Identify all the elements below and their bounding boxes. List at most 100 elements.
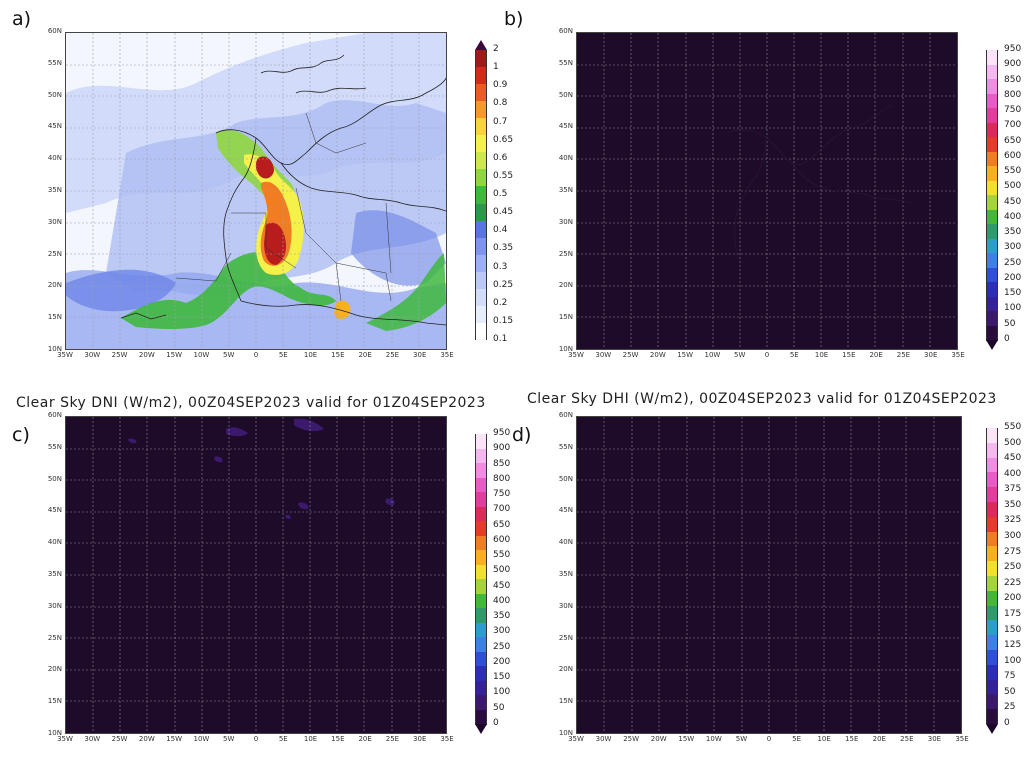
grid-lines [577,417,961,733]
colorbar-swatch [986,516,998,533]
colorbar-label: 0.8 [493,98,508,109]
yellow-sahel-spot [334,300,351,319]
colorbar-label: 950 [1004,44,1022,54]
colorbar-label: 500 [1004,437,1022,448]
lon-tick-label: 15E [842,351,856,359]
colorbar-label: 500 [1004,181,1022,192]
lon-tick-label: 25E [900,735,914,743]
lon-tick-label: 20W [138,351,155,359]
colorbar-swatch [986,561,998,577]
colorbar-swatch [475,608,487,623]
colorbar-swatch [475,434,487,449]
colorbar-swatch [986,502,998,518]
colorbar-swatch [986,79,998,94]
colorbar-label: 850 [493,458,511,469]
colorbar-swatch [986,93,998,109]
lat-tick-label: 30N [47,217,62,226]
lat-tick-label: 45N [558,122,573,131]
colorbar-label: 550 [1004,166,1022,177]
lon-tick-label: 15E [331,351,345,359]
colorbar-label: 250 [1004,257,1022,268]
lat-tick-label: 20N [47,281,62,290]
lon-tick-label: 30W [595,351,612,359]
lat-tick-label: 45N [47,122,62,131]
colorbar-swatch [986,576,998,592]
panel-c-title: Clear Sky DNI (W/m2), 00Z04SEP2023 valid… [16,395,486,411]
colorbar-label: 600 [1004,150,1022,161]
panel-d-map-svg [577,417,961,733]
colorbar-swatch [475,288,487,307]
panel-d-title: Clear Sky DHI (W/m2), 00Z04SEP2023 valid… [527,391,997,407]
lat-tick-label: 60N [47,411,62,419]
lon-tick-label: 30E [413,351,427,359]
colorbar-label: 75 [1004,671,1016,682]
colorbar-label: 50 [1004,686,1016,697]
lat-tick-label: 55N [47,58,62,67]
colorbar-label: 450 [493,580,511,591]
colorbar-label: 650 [493,519,511,530]
colorbar-swatch [475,477,487,493]
lat-tick-label: 35N [47,570,62,578]
colorbar-label: 0.15 [493,315,514,326]
colorbar-swatch [475,463,487,478]
colorbar-label: 400 [1004,211,1022,222]
colorbar-swatch [475,564,487,580]
lat-tick-label: 10N [558,345,573,353]
lon-tick-label: 35W [57,735,73,743]
colorbar-swatch [986,64,998,80]
panel-b-letter: b) [504,8,524,30]
lat-tick-label: 35N [47,186,62,194]
colorbar-swatch [986,694,998,710]
colorbar-label: 0 [493,718,499,728]
lon-tick-label: 15W [166,735,183,743]
colorbar-swatch [475,521,487,536]
colorbar-label: 0 [1004,334,1010,344]
colorbar-label: 200 [493,656,511,667]
colorbar-label: 200 [1004,593,1022,604]
colorbar-swatch [475,84,487,102]
colorbar-label: 150 [1004,288,1022,299]
lon-tick-label: 25W [111,351,128,359]
lat-tick-label: 10N [47,345,62,353]
colorbar-swatch [986,590,998,607]
lat-tick-label: 60N [558,411,573,419]
lon-tick-label: 30W [84,351,101,359]
lat-tick-label: 30N [47,601,62,610]
colorbar-label: 325 [1004,515,1022,526]
lat-tick-label: 50N [558,90,573,99]
colorbar-bottom-arrow [986,724,998,734]
colorbar-swatch [475,651,487,667]
colorbar-swatch [475,550,487,565]
lon-tick-label: 20W [650,735,667,743]
lon-tick-label: 15E [331,735,345,743]
lon-tick-label: 35E [440,351,454,359]
lat-tick-label: 15N [47,697,62,706]
colorbar-swatch [475,237,487,256]
colorbar-label: 25 [1004,702,1016,713]
lon-tick-label: 15W [166,351,183,359]
colorbar-label: 550 [493,550,511,561]
colorbar-swatch [986,296,998,312]
lon-tick-label: 10E [817,735,831,743]
panel-c-map [65,416,447,734]
colorbar-label: 750 [493,489,511,500]
colorbar-swatch [475,67,487,85]
country-borders [175,112,392,302]
grid-lines [66,33,446,349]
lat-tick-label: 40N [558,154,573,163]
lat-tick-label: 55N [47,442,62,451]
lat-tick-label: 60N [47,27,62,35]
lon-tick-label: 5E [278,351,288,359]
colorbar-swatch [475,709,487,725]
lat-tick-label: 60N [558,27,573,35]
lon-tick-label: 5W [735,735,748,743]
panel-b-colorbar: 950 900 850 800 750 700 650 600 550 500 450 400 350 3… [986,40,1024,350]
lat-tick-label: 50N [47,474,62,483]
colorbar-label: 750 [1004,105,1022,116]
colorbar-label: 0.45 [493,207,514,218]
lon-tick-label: 20E [358,735,372,743]
colorbar-swatch [986,166,998,181]
colorbar-swatch [475,271,487,290]
colorbar-swatch [986,238,998,254]
red-plume-north [255,156,274,179]
